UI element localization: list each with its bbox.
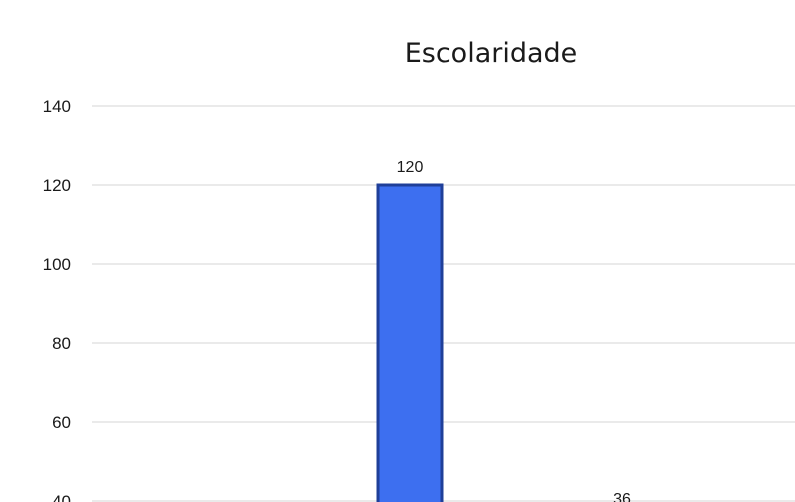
data-label: 36 xyxy=(613,491,631,502)
y-axis-ticks: 40 60 80 100 120 140 xyxy=(43,97,71,502)
y-tick-label: 140 xyxy=(43,97,71,116)
y-tick-label: 40 xyxy=(52,492,71,502)
bar xyxy=(378,185,442,502)
y-tick-label: 60 xyxy=(52,413,71,432)
bars xyxy=(378,185,442,502)
y-tick-label: 120 xyxy=(43,176,71,195)
data-label: 120 xyxy=(397,159,424,176)
y-tick-label: 100 xyxy=(43,255,71,274)
y-tick-label: 80 xyxy=(52,334,71,353)
